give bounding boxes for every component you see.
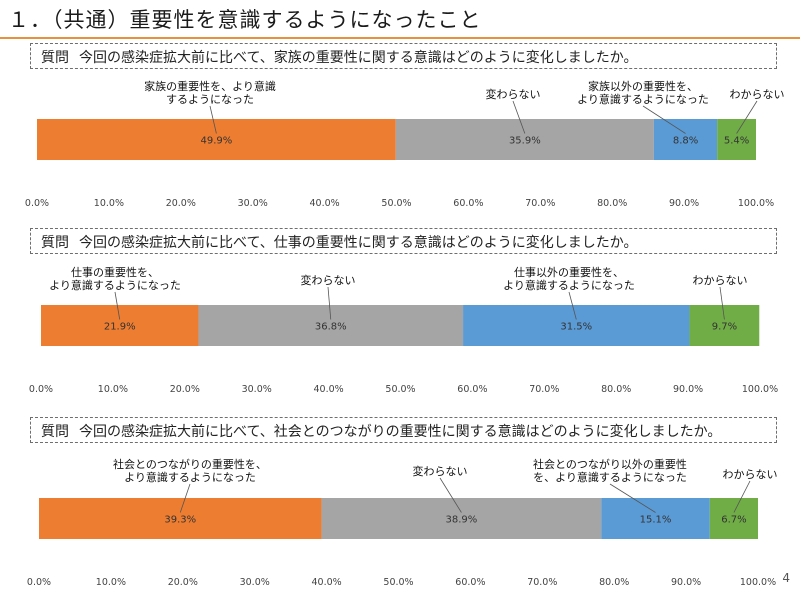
page-number: 4 [782,571,790,585]
x-tick-label: 10.0% [96,577,126,588]
x-tick-label: 40.0% [312,577,342,588]
data-label: 9.7% [712,322,737,333]
annotation-leader-line [114,291,121,320]
bar-segment-unknown [689,305,760,346]
x-tick-label: 60.0% [457,384,487,395]
bar-segment-more-important [41,305,199,346]
bar-segment-unchanged [321,498,602,539]
x-tick-label: 60.0% [455,577,485,588]
title-divider [0,37,800,39]
x-tick-label: 70.0% [529,384,559,395]
x-tick-label: 50.0% [385,384,415,395]
x-tick-label: 100.0% [738,198,774,209]
x-tick-label: 80.0% [601,384,631,395]
annotation-leader-line [733,480,751,513]
bar-segment-unchanged [395,119,654,160]
x-tick-label: 10.0% [98,384,128,395]
x-tick-label: 20.0% [166,198,196,209]
segment-annotation: わからない [730,88,785,101]
x-tick-label: 90.0% [673,384,703,395]
page-title: １．（共通）重要性を意識するようになったこと [8,8,482,32]
data-label: 5.4% [724,136,749,147]
question-box-family: 質問 今回の感染症拡大前に比べて、家族の重要性に関する意識はどのように変化しました… [30,43,777,69]
annotation-leader-line [512,100,526,134]
annotation-leader-line [209,105,217,134]
x-tick-label: 80.0% [597,198,627,209]
question-text: 今回の感染症拡大前に比べて、仕事の重要性に関する意識はどのように変化しましたか。 [79,235,638,251]
chart-society: 39.3% 社会とのつながりの重要性を、より意識するようになった 38.9% 変わらな… [27,457,778,588]
x-tick-label: 30.0% [240,577,270,588]
question-prefix: 質問 [41,235,69,251]
chart-work: 21.9% 仕事の重要性を、より意識するようになった 36.8% 変わらない 31.5%… [29,265,778,395]
bar-segment-other-more-important [463,305,690,346]
segment-annotation: 社会とのつながりの重要性を、より意識するようになった [113,457,267,484]
annotation-leader-line [439,477,462,513]
annotation-leader-line [179,483,191,513]
question-prefix: 質問 [41,424,69,440]
x-tick-label: 50.0% [381,198,411,209]
question-text: 今回の感染症拡大前に比べて、社会とのつながりの重要性に関する意識はどのように変化… [79,424,722,440]
bar-segment-unknown [709,498,758,539]
question-box-society: 質問 今回の感染症拡大前に比べて、社会とのつながりの重要性に関する意識はどのように… [30,417,777,443]
x-tick-label: 50.0% [383,577,413,588]
x-tick-label: 20.0% [168,577,198,588]
data-label: 6.7% [721,515,746,526]
x-tick-label: 10.0% [94,198,124,209]
annotation-leader-line [736,100,758,134]
segment-annotation: 変わらない [413,464,468,478]
x-tick-label: 90.0% [669,198,699,209]
x-tick-label: 20.0% [170,384,200,395]
x-tick-label: 0.0% [29,384,53,395]
question-prefix: 質問 [41,50,69,66]
segment-annotation: 家族以外の重要性を、より意識するようになった [577,79,709,106]
annotation-leader-line [327,286,332,320]
data-label: 38.9% [446,515,478,526]
question-box-work: 質問 今回の感染症拡大前に比べて、仕事の重要性に関する意識はどのように変化しました… [30,228,777,254]
bar-segment-more-important [39,498,322,539]
x-tick-label: 90.0% [671,577,701,588]
annotation-leader-line [719,286,725,320]
question-text: 今回の感染症拡大前に比べて、家族の重要性に関する意識はどのように変化しましたか。 [79,50,638,66]
bar-segment-other-more-important [601,498,710,539]
segment-annotation: 仕事の重要性を、より意識するようになった [49,265,181,292]
x-tick-label: 30.0% [238,198,268,209]
data-label: 35.9% [509,136,541,147]
x-tick-label: 0.0% [27,577,51,588]
data-label: 36.8% [315,322,347,333]
segment-annotation: 変わらない [486,87,541,101]
chart-family: 49.9% 家族の重要性を、より意識するようになった 35.9% 変わらない 8.8% 家… [25,79,785,209]
segment-annotation: 変わらない [301,273,356,287]
x-tick-label: 0.0% [25,198,49,209]
bar-segment-unchanged [198,305,464,346]
segment-annotation: 仕事以外の重要性を、より意識するようになった [503,265,635,292]
annotation-leader-line [642,105,686,134]
bar-segment-more-important [37,119,396,160]
bar-segment-other-more-important [653,119,718,160]
segment-annotation: 家族の重要性を、より意識するようになった [144,79,276,106]
x-tick-label: 100.0% [742,384,778,395]
x-tick-label: 70.0% [527,577,557,588]
data-label: 8.8% [673,136,698,147]
x-tick-label: 60.0% [453,198,483,209]
segment-annotation: 社会とのつながり以外の重要性を、より意識するようになった [533,457,687,484]
x-tick-label: 40.0% [314,384,344,395]
bar-segment-unknown [717,119,756,160]
x-tick-label: 100.0% [740,577,776,588]
x-tick-label: 40.0% [310,198,340,209]
x-tick-label: 30.0% [242,384,272,395]
data-label: 15.1% [640,515,672,526]
data-label: 39.3% [164,515,196,526]
data-label: 49.9% [200,136,232,147]
x-tick-label: 80.0% [599,577,629,588]
annotation-leader-line [609,483,656,513]
data-label: 31.5% [560,322,592,333]
segment-annotation: わからない [723,468,778,481]
data-label: 21.9% [104,322,136,333]
segment-annotation: わからない [693,274,748,287]
annotation-leader-line [568,291,577,320]
x-tick-label: 70.0% [525,198,555,209]
